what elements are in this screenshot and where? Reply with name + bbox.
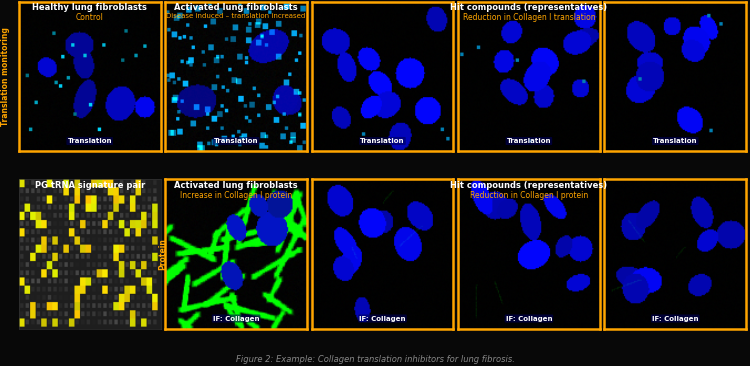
Text: Healthy lung fibroblasts: Healthy lung fibroblasts (32, 3, 147, 12)
Text: Activated lung fibroblasts: Activated lung fibroblasts (174, 181, 298, 190)
Text: PG tRNA signature pair: PG tRNA signature pair (34, 181, 145, 190)
Text: Increase in Collagen I protein: Increase in Collagen I protein (180, 191, 292, 200)
Text: IF: Collagen: IF: Collagen (652, 315, 698, 321)
Text: Reduction in Collagen I translation: Reduction in Collagen I translation (463, 13, 596, 22)
Text: Hit compounds (representatives): Hit compounds (representatives) (450, 3, 608, 12)
Text: Protein: Protein (158, 238, 167, 270)
Text: Figure 2: Example: Collagen translation inhibitors for lung fibrosis.: Figure 2: Example: Collagen translation … (236, 355, 514, 364)
Text: Hit compounds (representatives): Hit compounds (representatives) (450, 181, 608, 190)
Text: IF: Collagen: IF: Collagen (213, 315, 260, 321)
Text: Translation: Translation (360, 138, 405, 144)
Text: Control: Control (76, 13, 104, 22)
Text: Reduction in Collagen I protein: Reduction in Collagen I protein (470, 191, 588, 200)
Text: Translation: Translation (507, 138, 551, 144)
Text: Translation: Translation (653, 138, 698, 144)
Text: Disease induced – translation increased: Disease induced – translation increased (166, 13, 306, 19)
Text: Translation monitoring: Translation monitoring (1, 27, 10, 126)
Text: IF: Collagen: IF: Collagen (506, 315, 552, 321)
Text: IF: Collagen: IF: Collagen (359, 315, 406, 321)
Text: Activated lung fibroblasts: Activated lung fibroblasts (174, 3, 298, 12)
Text: Translation: Translation (214, 138, 258, 144)
Text: Translation: Translation (68, 138, 112, 144)
